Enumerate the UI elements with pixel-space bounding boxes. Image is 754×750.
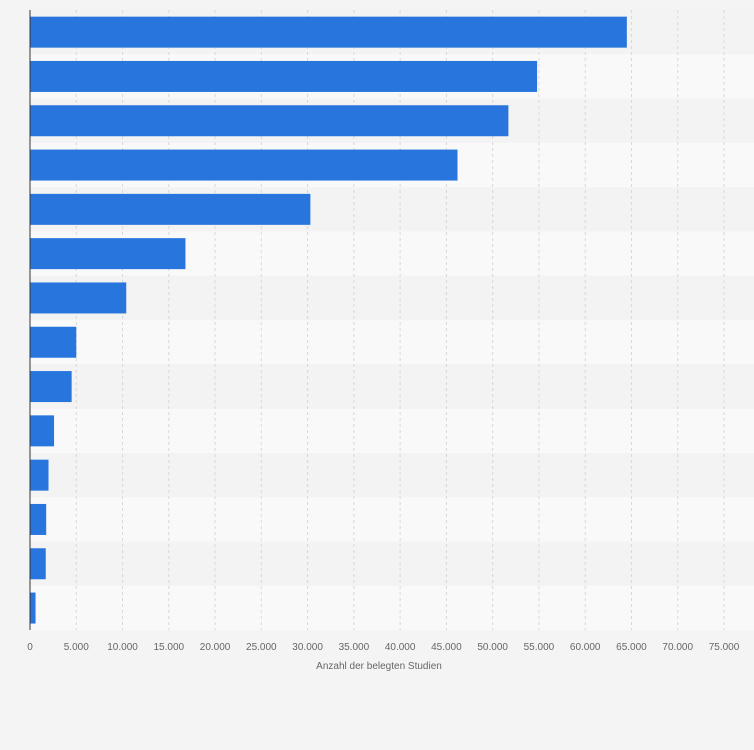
x-tick-label: 40.000	[385, 642, 416, 653]
row-band	[30, 497, 754, 542]
x-tick-label: 55.000	[524, 642, 555, 653]
bar	[30, 548, 46, 580]
bar	[30, 105, 509, 137]
bars	[30, 16, 627, 624]
x-tick-labels: 0 5.000 10.000 15.000 20.000 25.000 30.000 35.0…	[27, 642, 740, 653]
x-tick-label: 35.000	[339, 642, 370, 653]
x-tick-label: 60.000	[570, 642, 601, 653]
bar	[30, 238, 186, 270]
row-band	[30, 541, 754, 586]
x-tick-label: 15.000	[154, 642, 185, 653]
row-band	[30, 408, 754, 453]
bar	[30, 326, 77, 358]
row-bands	[30, 10, 754, 631]
bar	[30, 459, 49, 491]
bar	[30, 371, 72, 403]
bar	[30, 60, 538, 92]
x-tick-label: 45.000	[431, 642, 462, 653]
x-tick-label: 20.000	[200, 642, 231, 653]
bar	[30, 16, 627, 48]
x-tick-label: 5.000	[64, 642, 89, 653]
bar	[30, 282, 127, 314]
x-tick-label: 70.000	[662, 642, 693, 653]
row-band	[30, 320, 754, 365]
x-tick-label: 65.000	[616, 642, 647, 653]
row-band	[30, 585, 754, 631]
x-tick-label: 30.000	[292, 642, 323, 653]
bar	[30, 149, 458, 181]
bar	[30, 503, 47, 535]
row-band	[30, 275, 754, 321]
x-axis-title: Anzahl der belegten Studien	[316, 661, 442, 672]
x-tick-label: 0	[27, 642, 33, 653]
bar	[30, 415, 55, 447]
bar	[30, 592, 36, 624]
x-tick-label: 10.000	[107, 642, 138, 653]
x-tick-label: 50.000	[477, 642, 508, 653]
bar	[30, 193, 311, 225]
x-tick-label: 25.000	[246, 642, 277, 653]
row-band	[30, 453, 754, 498]
x-tick-label: 75.000	[709, 642, 740, 653]
row-band	[30, 364, 754, 409]
